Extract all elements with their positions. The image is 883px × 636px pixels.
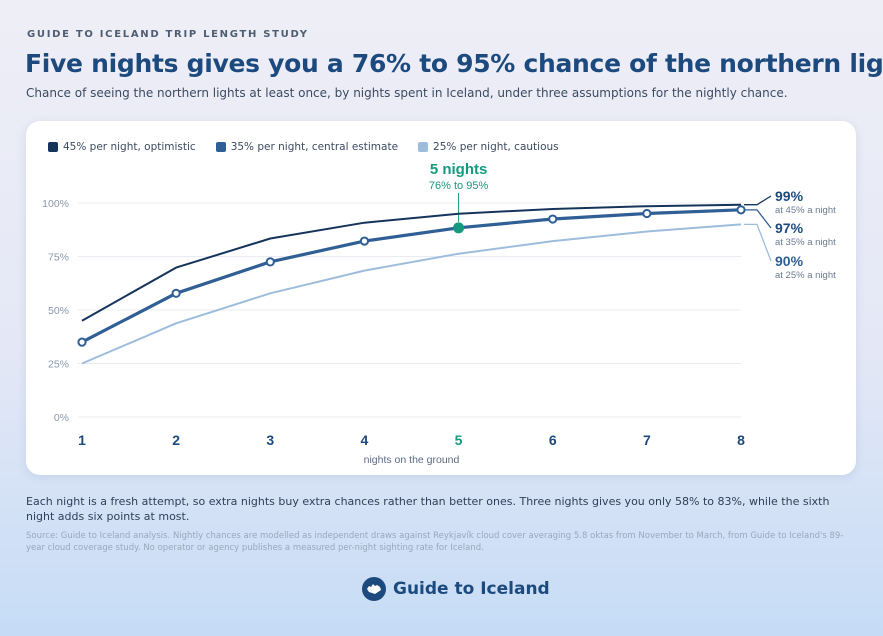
end-label-connector-1 <box>744 209 772 229</box>
page-title: Five nights gives you a 76% to 95% chanc… <box>25 49 883 78</box>
series-point <box>359 236 370 246</box>
legend-item-cautious: 25% per night, cautious <box>418 141 559 153</box>
legend-label-central: 35% per night, central estimate <box>230 141 399 153</box>
end-label-connector-2 <box>744 223 772 262</box>
series-point <box>171 288 181 298</box>
y-tick-label: 0% <box>54 412 69 424</box>
x-tick-label: 2 <box>172 432 180 448</box>
x-tick-label: 8 <box>737 432 745 448</box>
y-tick-label: 100% <box>42 198 69 210</box>
brand-name: Guide to Iceland <box>393 579 550 599</box>
end-label-sub-2: at 25% a night <box>775 270 836 281</box>
legend-label-cautious: 25% per night, cautious <box>433 141 559 153</box>
x-tick-label: 7 <box>643 432 651 448</box>
x-tick-label: 3 <box>266 432 274 448</box>
legend-item-optimistic: 45% per night, optimistic <box>48 141 196 153</box>
end-label-connector-0 <box>744 195 772 206</box>
legend-swatch-central <box>215 142 226 152</box>
end-label-value-2: 90% <box>775 253 804 269</box>
y-tick-label: 25% <box>48 359 69 371</box>
legend-item-central: 35% per night, central estimate <box>215 141 399 153</box>
series-point <box>265 257 275 267</box>
series-point <box>453 222 465 234</box>
x-tick-label: 4 <box>361 432 369 448</box>
footnote: Each night is a fresh attempt, so extra … <box>26 495 830 523</box>
end-label-value-1: 97% <box>775 220 804 236</box>
source-note: Source: Guide to Iceland analysis. Night… <box>26 531 844 553</box>
line-chart: 0% 25% 50% 75% 100% 1 2 3 4 5 6 7 8 nights on the gro… <box>42 161 836 466</box>
series-point <box>77 337 87 347</box>
iceland-map-icon <box>362 577 386 601</box>
series-line-2 <box>81 223 742 365</box>
series-point <box>736 205 746 215</box>
x-axis-label: nights on the ground <box>364 454 460 466</box>
legend-swatch-optimistic <box>48 142 58 152</box>
x-tick-label: 1 <box>78 432 86 448</box>
end-label-sub-1: at 35% a night <box>775 237 836 248</box>
y-tick-label: 50% <box>48 305 69 317</box>
legend-swatch-cautious <box>418 142 429 152</box>
y-tick-label: 75% <box>48 252 69 264</box>
eyebrow: GUIDE TO ICELAND TRIP LENGTH STUDY <box>27 29 309 40</box>
series-line-1 <box>81 208 742 344</box>
series-line-0 <box>81 203 742 322</box>
x-tick-label: 5 <box>455 432 463 448</box>
annotation-subtitle: 76% to 95% <box>429 180 489 192</box>
brand-logo-lockup[interactable]: Guide to Iceland <box>362 577 550 601</box>
annotation-title: 5 nights <box>430 161 488 178</box>
series-point <box>548 214 558 224</box>
page-subtitle: Chance of seeing the northern lights at … <box>26 86 788 100</box>
chart-card: 45% per night, optimistic 35% per night,… <box>26 121 856 475</box>
legend-label-optimistic: 45% per night, optimistic <box>63 141 196 153</box>
chart-legend: 45% per night, optimistic 35% per night,… <box>48 141 559 153</box>
end-label-sub-0: at 45% a night <box>775 205 836 216</box>
x-tick-label: 6 <box>549 432 557 448</box>
end-label-value-0: 99% <box>775 188 804 204</box>
series-point <box>642 208 652 219</box>
